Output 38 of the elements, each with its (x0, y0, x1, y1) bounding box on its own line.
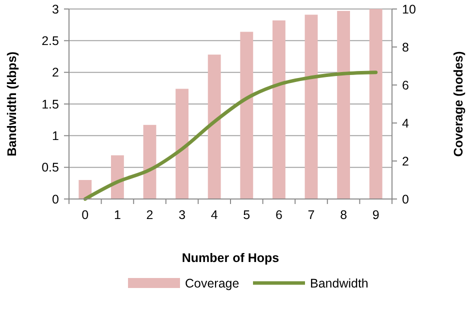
x-tick-label: 9 (372, 208, 380, 222)
x-tick-label: 3 (178, 208, 186, 222)
x-tick-label: 2 (146, 208, 154, 222)
y-tick-label: 0.5 (42, 160, 60, 175)
y2-tick-label: 8 (402, 40, 409, 54)
bar (304, 14, 318, 199)
line-series (83, 70, 378, 201)
bar (369, 9, 382, 199)
y2-tick-label: 4 (402, 116, 409, 130)
y-tick-label: 2.5 (42, 34, 60, 48)
y2-tick-label: 0 (402, 192, 409, 206)
x-tick-label: 1 (114, 208, 121, 222)
x-tick-label: 4 (210, 208, 218, 222)
bar (143, 124, 156, 199)
x-tick-label: 8 (340, 208, 348, 222)
bar (110, 155, 124, 199)
y-axis-title: Bandwidth (kbps) (5, 52, 19, 156)
y-tick-label: 1.5 (42, 97, 60, 112)
x-tick-label: 5 (243, 208, 250, 222)
legend-label: Bandwidth (310, 276, 368, 290)
x-tick-label: 0 (82, 208, 89, 222)
bar (337, 10, 350, 199)
legend-label: Coverage (185, 276, 240, 290)
y-tick-label: 1 (52, 129, 60, 144)
x-tick-label: 6 (275, 208, 282, 222)
y2-axis-title: Coverage (nodes) (451, 51, 466, 157)
bar (208, 54, 221, 199)
y2-tick-label: 2 (402, 154, 409, 168)
x-tick-label: 7 (308, 208, 315, 222)
bar (176, 88, 189, 199)
x-axis-title: Number of Hops (182, 251, 280, 265)
y-tick-label: 2 (52, 66, 60, 80)
y-tick-label: 0 (52, 192, 60, 206)
y2-tick-label: 10 (402, 2, 416, 16)
y2-tick-label: 6 (402, 78, 409, 92)
y-tick-label: 3 (52, 2, 60, 16)
bar (272, 20, 286, 199)
bar (240, 32, 254, 199)
